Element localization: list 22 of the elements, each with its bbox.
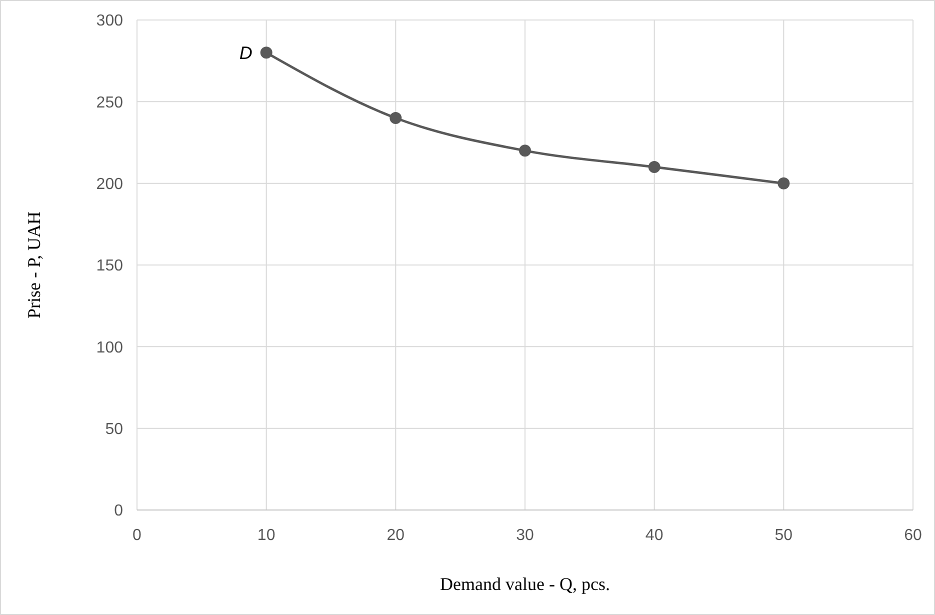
- x-tick-label: 30: [516, 527, 534, 544]
- y-tick-label: 0: [114, 502, 124, 520]
- y-tick-label: 200: [96, 176, 124, 193]
- x-axis-title: Demand value - Q, pcs.: [440, 574, 610, 594]
- y-tick-label: 50: [105, 420, 124, 438]
- x-tick-label: 50: [774, 527, 793, 544]
- point: [648, 161, 660, 173]
- point: [260, 46, 272, 59]
- point: [519, 144, 531, 157]
- x-tick-label: 10: [257, 527, 276, 544]
- y-tick-label: 300: [96, 12, 124, 30]
- y-tick-label: 100: [96, 339, 124, 356]
- y-tick-label: 150: [96, 258, 124, 275]
- x-tick-label: 40: [645, 527, 664, 544]
- x-tick-label: 0: [132, 527, 142, 544]
- x-tick-label: 20: [386, 527, 405, 544]
- y-axis-title: Prise - P, UAH: [24, 211, 44, 319]
- x-tick-label: 60: [904, 527, 922, 544]
- point: [778, 177, 790, 190]
- y-tick-label: 250: [96, 94, 124, 112]
- point: [390, 112, 402, 124]
- annotation: D: [239, 42, 252, 63]
